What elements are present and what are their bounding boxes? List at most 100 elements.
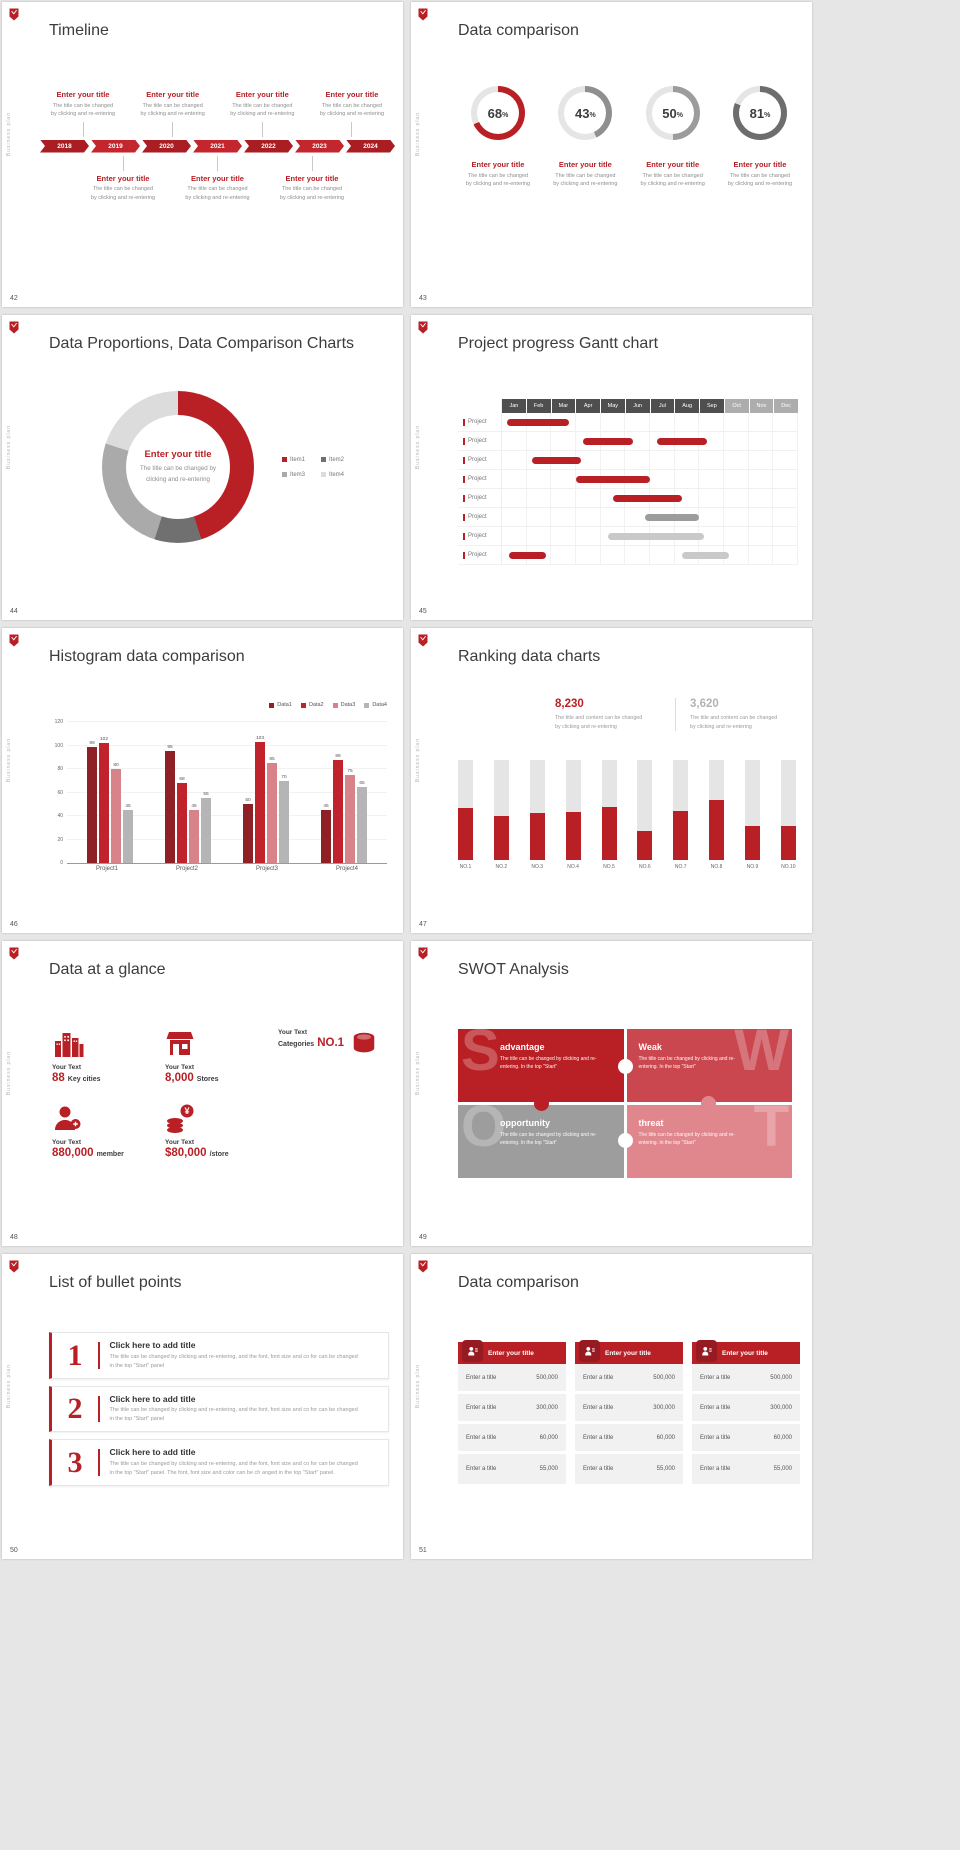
timeline-bottom-item: Enter your title The title can be changed… [175, 155, 261, 203]
slide-45-gantt[interactable]: Business plan 45 Project progress Gantt … [411, 315, 812, 620]
timeline-item-text: by clicking and re-entering [185, 194, 250, 201]
slide-number: 48 [10, 1234, 18, 1241]
gantt-row: Project [458, 432, 799, 451]
stat-value: 880,000 [52, 1147, 94, 1159]
ranking-stat-value: 3,620 [690, 698, 719, 710]
comparison-table[interactable]: Enter your title Enter a title 500,000 Ente… [692, 1340, 800, 1484]
table-header: Enter your title [458, 1340, 566, 1364]
slide-number: 45 [419, 608, 427, 615]
template-logo-icon [9, 634, 19, 647]
slide-51-data-comparison-tables[interactable]: Business plan 51 Data comparison Enter y… [411, 1254, 812, 1559]
slide-43-data-comparison[interactable]: Business plan 43 Data comparison 68% Ente… [411, 2, 812, 307]
timeline-item-text: The title can be changed [187, 186, 248, 193]
slide-title: Timeline [49, 22, 109, 39]
bar-value-label: 85 [269, 757, 275, 763]
progress-ring-chart: 81% [732, 86, 787, 140]
comparison-table[interactable]: Enter your title Enter a title 500,000 Ente… [575, 1340, 683, 1484]
y-axis-label: 60 [57, 789, 63, 796]
slide-title: Histogram data comparison [49, 648, 245, 665]
slide-46-histogram[interactable]: Business plan 46 Histogram data comparis… [2, 628, 403, 933]
histogram-bar [87, 746, 97, 863]
bullet-number: 3 [67, 1446, 83, 1480]
slide-number: 50 [10, 1547, 18, 1554]
side-label: Business plan [415, 424, 421, 469]
progress-value: 50 [662, 105, 677, 121]
donut-center-text: clicking and re-entering [146, 475, 210, 483]
ring-item-text: by clicking and re-entering [465, 181, 531, 188]
legend-label: Data3 [340, 702, 356, 708]
gantt-row-label: Project [468, 438, 487, 444]
histogram-bar [333, 759, 343, 863]
progress-value: 43 [574, 105, 590, 121]
timeline-year-marker: 2018 [40, 140, 89, 153]
gantt-row: Project [458, 527, 799, 546]
ranking-track [565, 760, 581, 860]
gantt-row: Project [458, 508, 799, 527]
histogram-category-label: Project4 [335, 866, 358, 872]
progress-value: 68 [487, 105, 503, 121]
histogram-group: 50 103 85 70 [243, 722, 289, 863]
ranking-stat-note: by clicking and re-entering [555, 723, 617, 730]
table-row-value: 300,000 [653, 1404, 675, 1411]
comparison-table[interactable]: Enter your title Enter a title 500,000 Ente… [458, 1340, 566, 1484]
legend-swatch [364, 702, 370, 708]
divider [675, 698, 676, 732]
stat-unit: member [96, 1151, 124, 1158]
gantt-row-label: Project [468, 552, 487, 558]
slide-number: 47 [419, 921, 427, 928]
timeline-connector [172, 121, 174, 137]
ranking-annotations: 8,230 The title and content can be chang… [458, 698, 796, 732]
table-header: Enter your title [575, 1340, 683, 1364]
city-buildings-icon [55, 1033, 84, 1057]
gantt-row-label: Project [468, 457, 487, 463]
gantt-month-header: Feb [526, 399, 552, 413]
timeline-top-item: Enter your title The title can be changed… [219, 90, 305, 137]
gantt-chart: Jan Feb Mar Apr May Jun Jul Aug Sep Oct Nov Dec Proj… [458, 399, 799, 565]
gantt-bar [682, 552, 729, 559]
table-row-label: Enter a title [583, 1434, 614, 1441]
bar-value-label: 80 [113, 763, 119, 768]
ranking-label: NO.10 [781, 864, 796, 870]
timeline-top-items: Enter your title The title can be changed… [40, 90, 395, 137]
swot-letter: O [461, 1105, 507, 1159]
gantt-row-tick [463, 494, 465, 502]
gantt-row-tick [463, 456, 465, 464]
ranking-label: NO.2 [495, 864, 508, 870]
slide-44-data-proportions[interactable]: Business plan 44 Data Proportions, Data … [2, 315, 403, 620]
ranking-label: NO.4 [567, 864, 579, 870]
table-row-value: 55,000 [773, 1466, 792, 1472]
side-label: Business plan [6, 111, 12, 156]
svg-text:¥: ¥ [184, 1106, 189, 1116]
divider [98, 1395, 100, 1423]
slide-42-timeline[interactable]: Business plan 42 Timeline Enter your tit… [2, 2, 403, 307]
side-label: Business plan [6, 1363, 12, 1408]
histogram-bar [111, 769, 121, 863]
slide-49-swot[interactable]: Business plan 49 SWOT Analysis S advanta… [411, 941, 812, 1246]
slide-number: 43 [419, 295, 427, 302]
side-label: Business plan [6, 1050, 12, 1095]
ranking-stat-value: 8,230 [555, 698, 584, 710]
slide-50-bullet-list[interactable]: Business plan 50 List of bullet points 1… [2, 1254, 403, 1559]
progress-unit: % [502, 111, 509, 119]
ranking-column: NO.1 [458, 760, 473, 870]
timeline-year-marker: 2019 [91, 140, 140, 153]
puzzle-knob [617, 1133, 633, 1149]
histogram-bar [243, 804, 253, 863]
slide-48-data-at-a-glance[interactable]: Business plan 48 Data at a glance Your T… [2, 941, 403, 1246]
stat-key-cities: Your Text 88 Key cities [52, 1029, 165, 1084]
slide-47-ranking[interactable]: Business plan 47 Ranking data charts 8,2… [411, 628, 812, 933]
bullet-title: Click here to add title [109, 1447, 196, 1458]
ranking-track [709, 760, 725, 860]
progress-ring-chart: 43% [558, 86, 613, 140]
table-row-label: Enter a title [466, 1434, 497, 1441]
table-row-label: Enter a title [700, 1466, 731, 1472]
side-label: Business plan [415, 1363, 421, 1408]
gantt-month-header: Apr [576, 399, 601, 413]
side-label: Business plan [415, 111, 421, 156]
progress-unit: % [764, 111, 771, 119]
ranking-stat-primary: 8,230 The title and content can be chang… [555, 698, 661, 731]
ranking-label: NO.5 [603, 864, 615, 870]
bullet-number: 1 [67, 1338, 83, 1372]
slide-number: 42 [10, 295, 18, 302]
bullet-list: 1 Click here to add title The title can … [49, 1332, 389, 1486]
